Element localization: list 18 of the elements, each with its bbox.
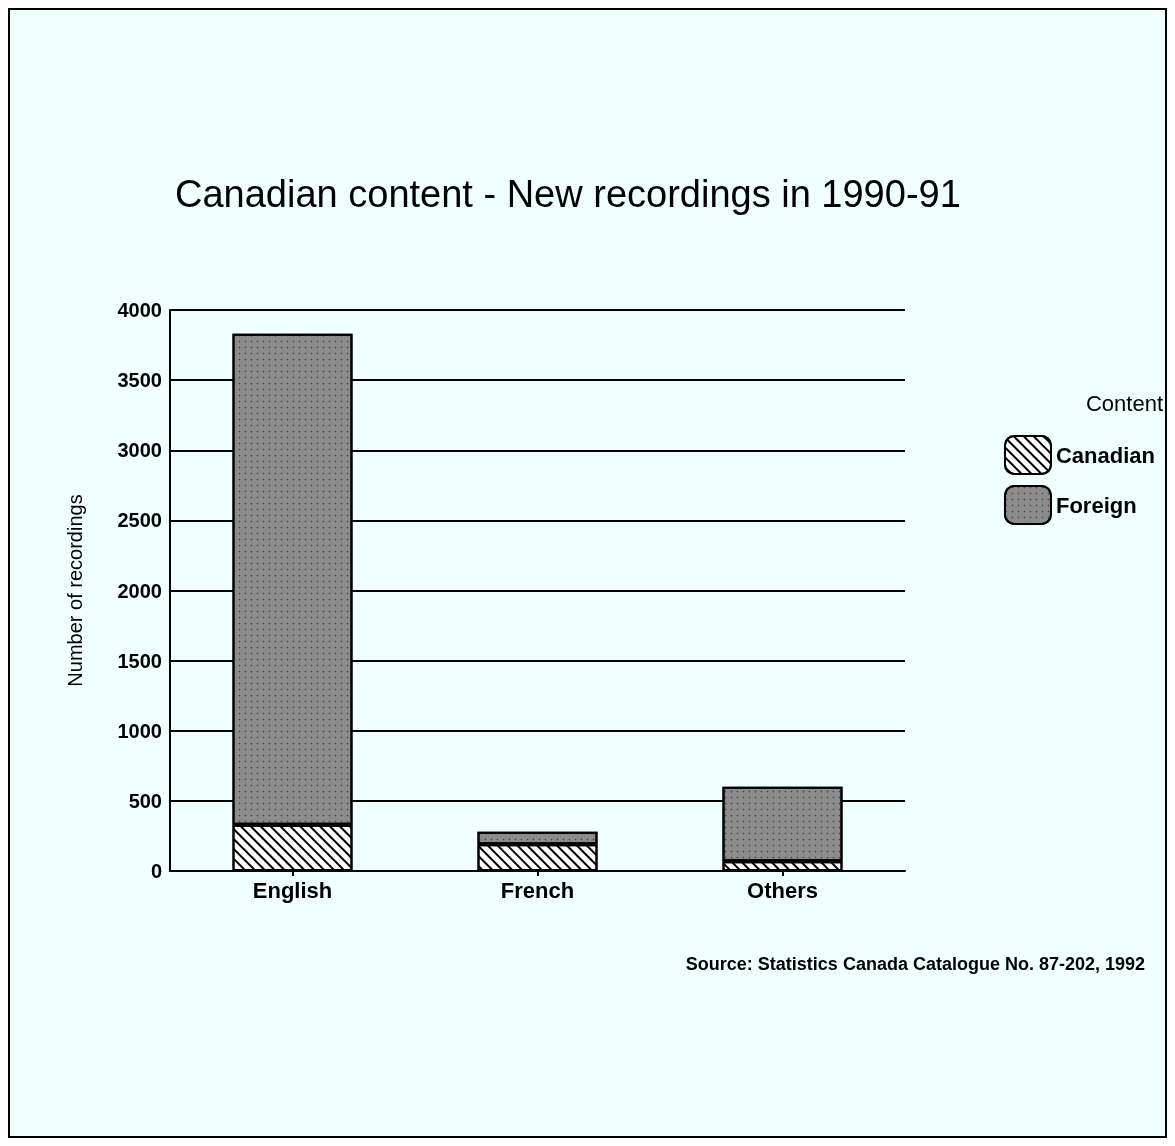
legend-label: Canadian (1055, 442, 1156, 468)
y-tick-label: 500 (128, 789, 162, 812)
y-tick-label: 1000 (117, 719, 162, 742)
y-tick-label: 2000 (117, 579, 162, 602)
y-tick-label: 3500 (117, 369, 162, 392)
x-tick-label: English (252, 877, 333, 903)
legend-label: Foreign (1055, 492, 1137, 518)
chart-title: Canadian content - New recordings in 1990-91 (175, 173, 961, 215)
y-axis-title: Number of recordings (64, 494, 86, 687)
x-tick-label: Others (747, 877, 818, 903)
y-tick-label: 2500 (117, 509, 162, 532)
y-tick-label: 3000 (117, 439, 162, 462)
y-tick-label: 0 (150, 860, 162, 882)
legend-title: Content (1085, 390, 1164, 416)
y-tick-label: 1500 (117, 649, 162, 672)
x-tick-label: French (500, 877, 575, 903)
source-note: Source: Statistics Canada Catalogue No. 87-202, 1992 (685, 954, 1146, 974)
y-tick-label: 4000 (117, 299, 162, 321)
